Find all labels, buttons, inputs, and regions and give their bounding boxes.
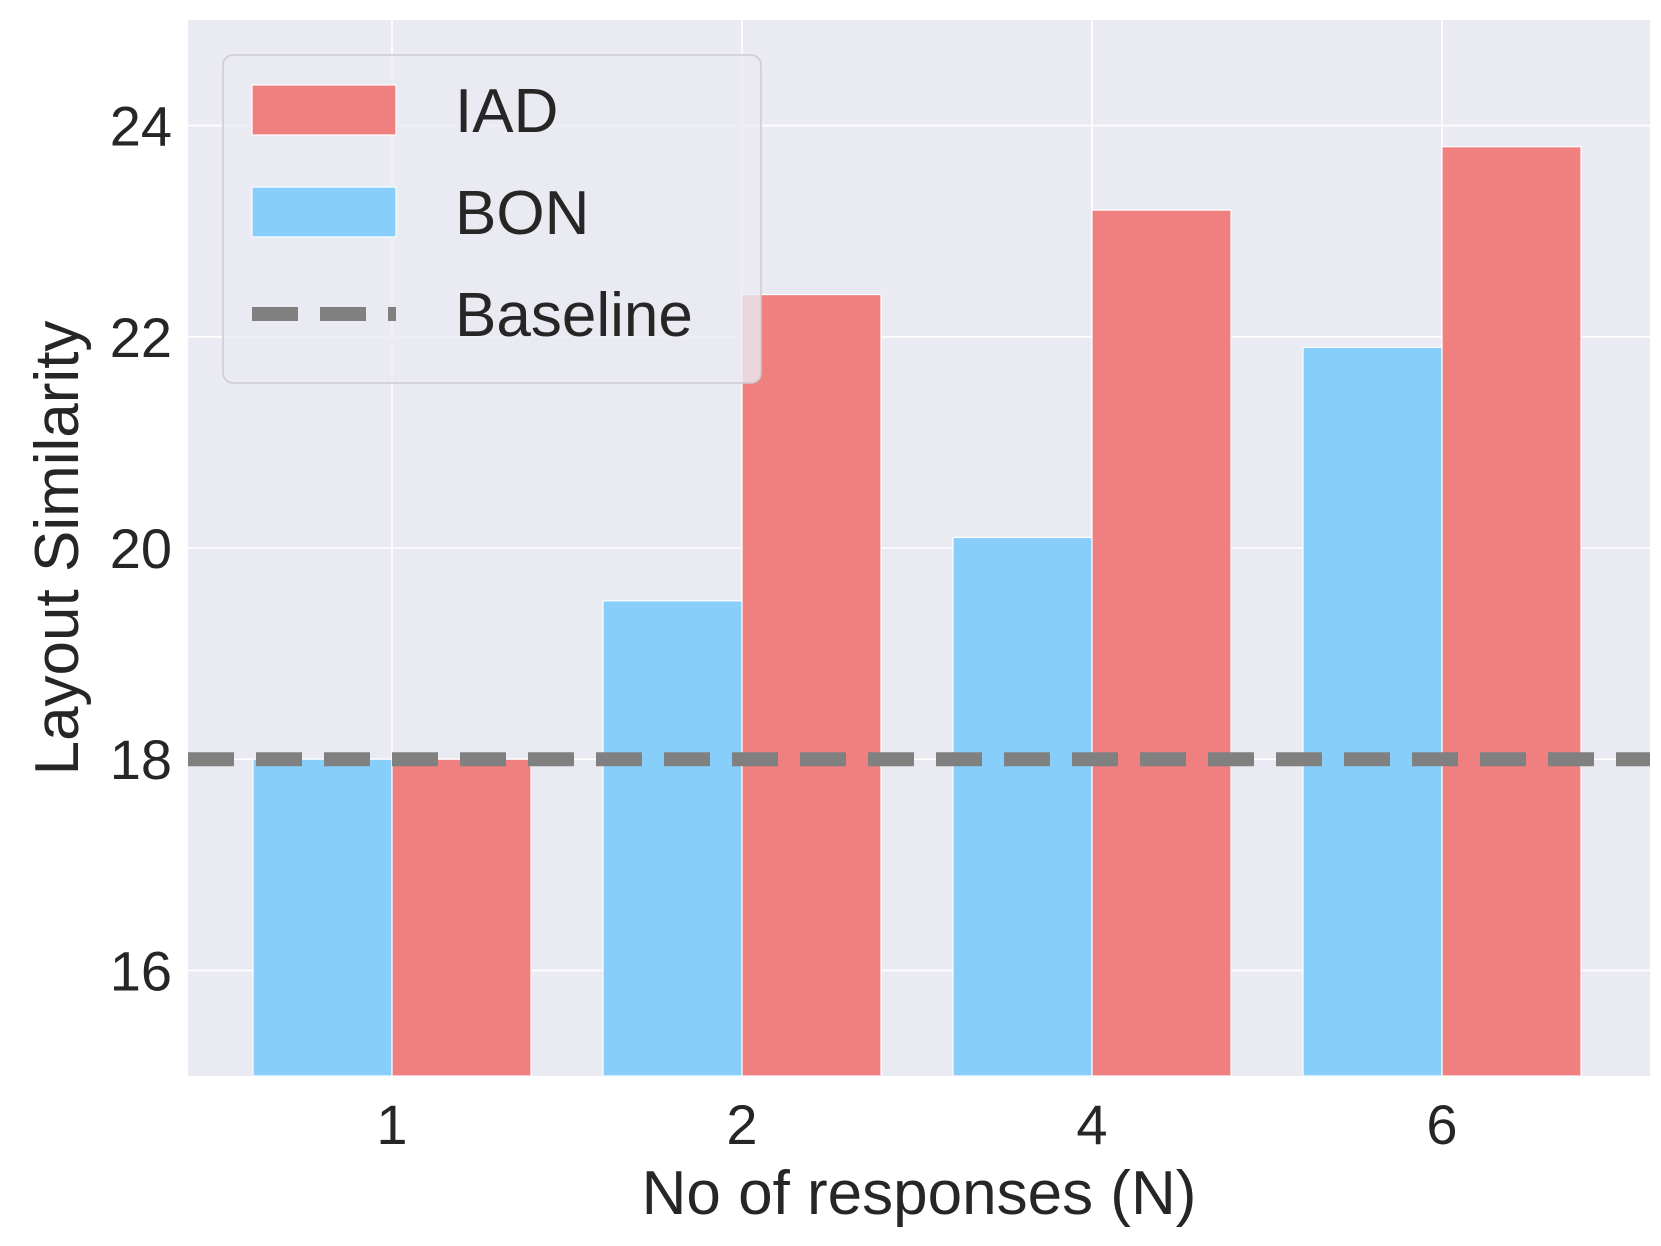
x-tick-label-2: 2 xyxy=(726,1093,757,1156)
bars xyxy=(252,146,1582,1077)
bar-bon-n1 xyxy=(252,758,393,1077)
bar-iad-n4 xyxy=(1091,209,1232,1077)
bar-iad-n1 xyxy=(391,758,532,1077)
y-tick-label-20: 20 xyxy=(110,517,172,580)
y-tick-label-16: 16 xyxy=(110,939,172,1002)
y-tick-label-18: 18 xyxy=(110,728,172,791)
legend-swatch-bon xyxy=(251,186,397,238)
y-axis-title: Layout Similarity xyxy=(23,321,92,776)
legend: IAD BON Baseline xyxy=(222,54,762,384)
x-axis-ticks: 1 2 4 6 xyxy=(376,1093,1457,1156)
bar-bon-n6 xyxy=(1302,346,1443,1077)
legend-label-baseline: Baseline xyxy=(455,281,693,350)
y-tick-label-22: 22 xyxy=(110,306,172,369)
legend-swatch-iad xyxy=(251,84,397,136)
bar-iad-n6 xyxy=(1441,146,1582,1077)
x-tick-label-6: 6 xyxy=(1426,1093,1457,1156)
x-axis-title: No of responses (N) xyxy=(642,1159,1197,1228)
bar-iad-n2 xyxy=(741,293,882,1077)
y-tick-label-24: 24 xyxy=(110,95,172,158)
x-tick-label-1: 1 xyxy=(376,1093,407,1156)
bar-bon-n4 xyxy=(952,536,1093,1077)
legend-frame xyxy=(222,54,762,384)
legend-label-bon: BON xyxy=(455,179,589,248)
y-axis-ticks: 16 18 20 22 24 xyxy=(110,95,172,1003)
legend-label-iad: IAD xyxy=(455,77,558,146)
bar-bon-n2 xyxy=(602,600,743,1077)
x-tick-label-4: 4 xyxy=(1076,1093,1107,1156)
